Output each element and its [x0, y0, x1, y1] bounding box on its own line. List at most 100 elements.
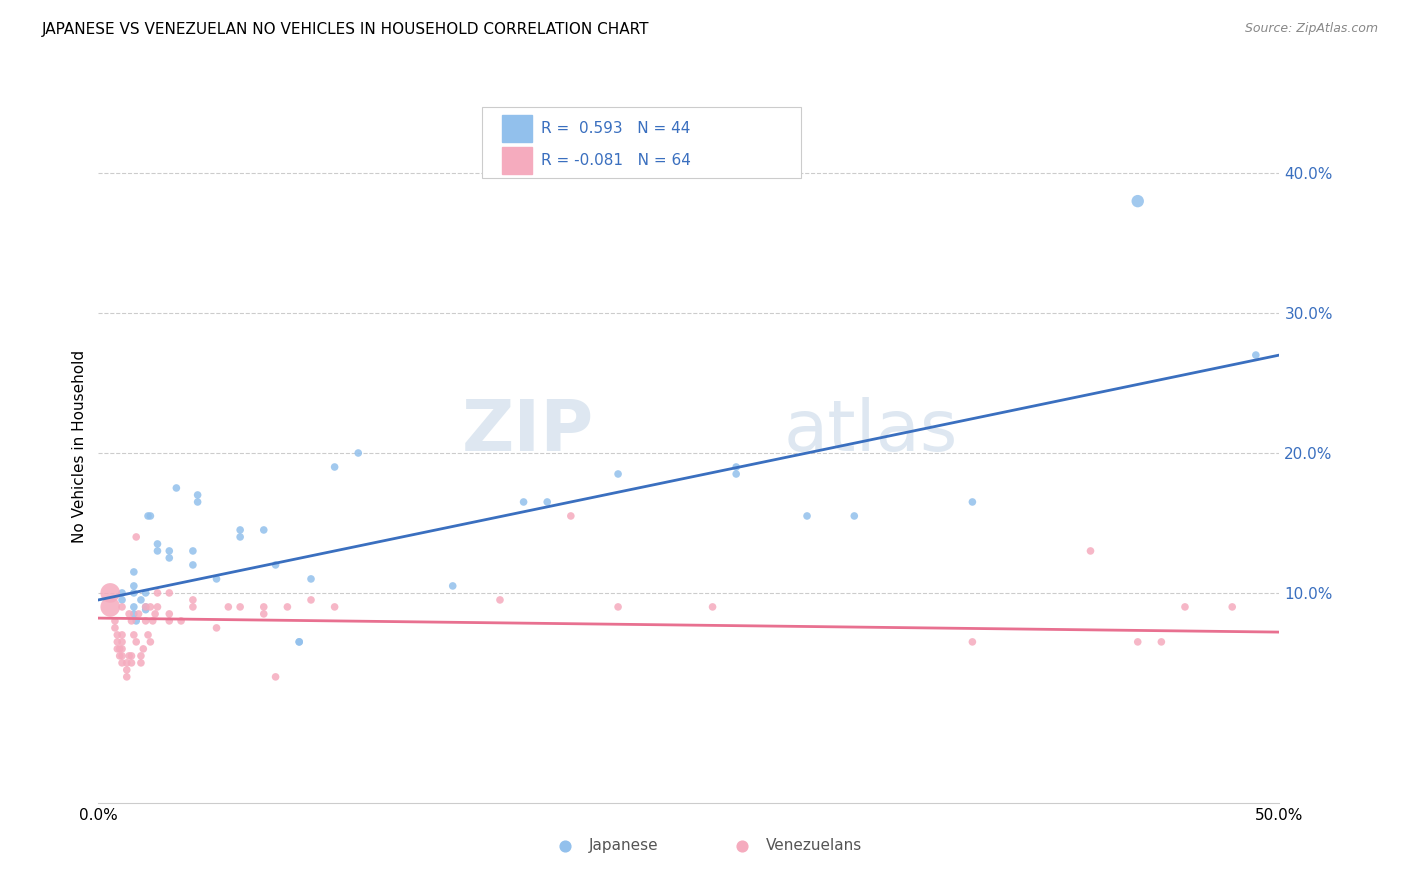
- Point: [796, 508, 818, 523]
- Point: [142, 614, 165, 628]
- Point: [111, 648, 134, 663]
- Text: R = -0.081   N = 64: R = -0.081 N = 64: [541, 153, 692, 168]
- Point: [139, 508, 162, 523]
- Y-axis label: No Vehicles in Household: No Vehicles in Household: [72, 350, 87, 542]
- Point: [1150, 635, 1173, 649]
- Point: [170, 614, 193, 628]
- Point: [139, 599, 162, 614]
- Point: [115, 663, 138, 677]
- Text: ZIP: ZIP: [463, 397, 595, 467]
- Point: [229, 530, 252, 544]
- Point: [181, 544, 204, 558]
- Point: [512, 495, 534, 509]
- Point: [607, 599, 630, 614]
- Point: [1375, 810, 1398, 824]
- Point: [299, 572, 322, 586]
- Text: JAPANESE VS VENEZUELAN NO VEHICLES IN HOUSEHOLD CORRELATION CHART: JAPANESE VS VENEZUELAN NO VEHICLES IN HO…: [42, 22, 650, 37]
- Text: Venezuelans: Venezuelans: [766, 838, 862, 853]
- Point: [135, 599, 157, 614]
- Point: [111, 593, 134, 607]
- Point: [229, 599, 252, 614]
- Point: [105, 635, 128, 649]
- Point: [136, 628, 159, 642]
- Point: [111, 641, 134, 656]
- Point: [108, 641, 131, 656]
- Point: [157, 614, 180, 628]
- Point: [125, 614, 148, 628]
- Point: [111, 656, 134, 670]
- Point: [105, 628, 128, 642]
- Point: [135, 599, 157, 614]
- Point: [98, 586, 121, 600]
- FancyBboxPatch shape: [502, 147, 531, 174]
- Point: [111, 599, 134, 614]
- Point: [165, 481, 187, 495]
- Point: [157, 550, 180, 565]
- Point: [122, 579, 145, 593]
- Point: [181, 599, 204, 614]
- Point: [121, 614, 143, 628]
- Point: [135, 614, 157, 628]
- Point: [108, 648, 131, 663]
- Point: [181, 558, 204, 572]
- FancyBboxPatch shape: [482, 107, 801, 178]
- Point: [253, 599, 276, 614]
- Point: [725, 467, 748, 481]
- Point: [157, 586, 180, 600]
- Point: [299, 593, 322, 607]
- Point: [146, 544, 169, 558]
- Point: [253, 607, 276, 621]
- Point: [157, 607, 180, 621]
- Point: [347, 446, 370, 460]
- Point: [725, 460, 748, 475]
- Point: [1126, 194, 1149, 208]
- Point: [1080, 544, 1102, 558]
- Point: [105, 641, 128, 656]
- Point: [115, 656, 138, 670]
- Point: [122, 565, 145, 579]
- Point: [217, 599, 239, 614]
- Point: [1174, 599, 1197, 614]
- Point: [264, 670, 287, 684]
- Point: [118, 607, 141, 621]
- Point: [115, 670, 138, 684]
- Point: [536, 495, 558, 509]
- Point: [143, 607, 166, 621]
- Point: [136, 508, 159, 523]
- Point: [129, 648, 152, 663]
- Point: [205, 621, 228, 635]
- Text: Japanese: Japanese: [589, 838, 658, 853]
- Point: [181, 593, 204, 607]
- Point: [187, 495, 209, 509]
- Text: Source: ZipAtlas.com: Source: ZipAtlas.com: [1244, 22, 1378, 36]
- Point: [111, 635, 134, 649]
- Point: [489, 593, 512, 607]
- Point: [125, 635, 148, 649]
- Point: [121, 648, 143, 663]
- FancyBboxPatch shape: [502, 115, 531, 142]
- Text: R =  0.593   N = 44: R = 0.593 N = 44: [541, 121, 690, 136]
- Point: [132, 641, 155, 656]
- Point: [122, 599, 145, 614]
- Point: [125, 530, 148, 544]
- Point: [441, 579, 464, 593]
- Point: [288, 635, 311, 649]
- Point: [288, 635, 311, 649]
- Point: [1220, 599, 1243, 614]
- Point: [844, 508, 866, 523]
- Point: [146, 586, 169, 600]
- Point: [1021, 810, 1043, 824]
- Point: [135, 603, 157, 617]
- Point: [118, 648, 141, 663]
- Point: [104, 621, 127, 635]
- Text: atlas: atlas: [783, 397, 957, 467]
- Point: [146, 537, 169, 551]
- Point: [122, 586, 145, 600]
- Point: [121, 656, 143, 670]
- Point: [111, 586, 134, 600]
- Point: [146, 599, 169, 614]
- Point: [122, 628, 145, 642]
- Point: [323, 599, 346, 614]
- Point: [323, 460, 346, 475]
- Point: [560, 508, 582, 523]
